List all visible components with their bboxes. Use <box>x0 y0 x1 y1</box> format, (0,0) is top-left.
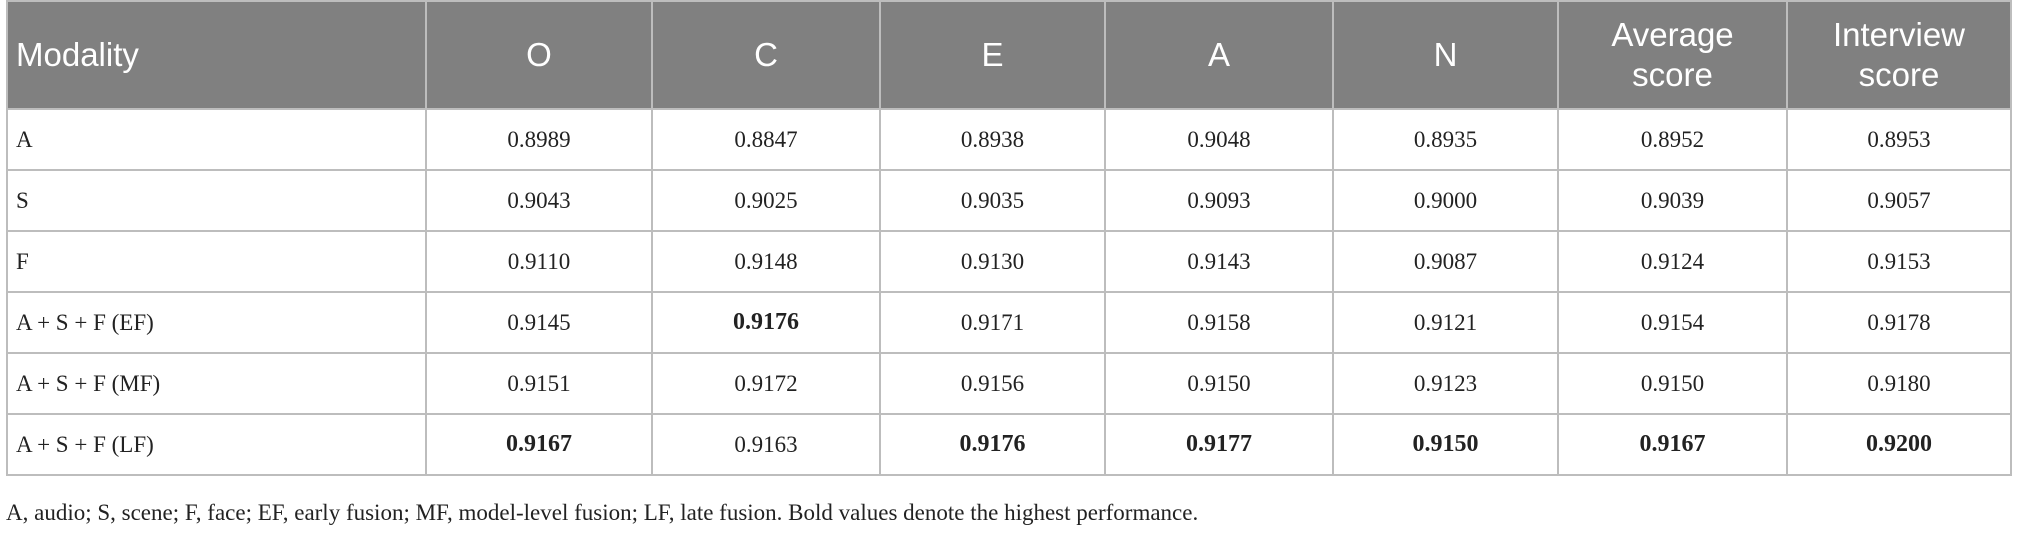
table-cell: 0.8989 <box>425 108 652 170</box>
table-cell: 0.9150 <box>1104 352 1333 414</box>
header-text: C <box>754 36 778 74</box>
table-cell: 0.9087 <box>1332 230 1558 292</box>
table-cell: 0.9148 <box>651 230 880 292</box>
table-cell: 0.9150 <box>1557 352 1787 414</box>
table-cell: 0.8938 <box>879 108 1105 170</box>
header-row: Modality O C E A N Average score Interview scor… <box>7 1 2011 109</box>
header-text: Modality <box>16 36 139 74</box>
table-cell: 0.9167 <box>425 413 652 475</box>
table-cell: 0.9180 <box>1786 352 2011 414</box>
header-cell: Interview score <box>1786 1 2011 109</box>
table-row: A + S + F (MF) 0.9151 0.9172 0.9156 0.9150 0.… <box>7 352 2011 414</box>
table-body: A 0.8989 0.8847 0.8938 0.9048 0.8935 0.8952 0.8… <box>7 108 2011 475</box>
table-cell: 0.9025 <box>651 169 880 231</box>
table-row: S 0.9043 0.9025 0.9035 0.9093 0.9000 0.9039 0.9… <box>7 169 2011 231</box>
table-cell: 0.9153 <box>1786 230 2011 292</box>
header-cell: Modality <box>7 1 426 109</box>
header-cell: O <box>425 1 652 109</box>
table-cell: 0.9130 <box>879 230 1105 292</box>
header-cell: Average score <box>1557 1 1787 109</box>
table-row: F 0.9110 0.9148 0.9130 0.9143 0.9087 0.9124 0.9… <box>7 230 2011 292</box>
table-cell: 0.9167 <box>1557 413 1787 475</box>
table-cell: 0.9177 <box>1104 413 1333 475</box>
table-cell: 0.9154 <box>1557 291 1787 353</box>
table-row: A 0.8989 0.8847 0.8938 0.9048 0.8935 0.8952 0.8… <box>7 108 2011 170</box>
table-cell: 0.8847 <box>651 108 880 170</box>
table-cell: 0.8953 <box>1786 108 2011 170</box>
table-cell: A + S + F (LF) <box>7 413 426 475</box>
table-row: A + S + F (EF) 0.9145 0.9176 0.9171 0.9158 0.… <box>7 291 2011 353</box>
table-cell: 0.9176 <box>879 413 1105 475</box>
table-cell: 0.9121 <box>1332 291 1558 353</box>
header-cell: N <box>1332 1 1558 109</box>
header-text: Interview score <box>1832 16 1966 93</box>
table-cell: A + S + F (EF) <box>7 291 426 353</box>
header-text: N <box>1433 36 1458 74</box>
table-cell: 0.9123 <box>1332 352 1558 414</box>
table-cell: 0.9039 <box>1557 169 1787 231</box>
header-cell: C <box>651 1 880 109</box>
table-cell: 0.9151 <box>425 352 652 414</box>
table-cell: 0.9035 <box>879 169 1105 231</box>
table-cell: 0.9200 <box>1786 413 2011 475</box>
header-text: Average score <box>1611 16 1734 93</box>
results-table: Modality O C E A N Average score Interview scor… <box>6 0 2012 476</box>
table-cell: 0.9110 <box>425 230 652 292</box>
table-cell: A + S + F (MF) <box>7 352 426 414</box>
table-cell: 0.9000 <box>1332 169 1558 231</box>
table-cell: 0.9143 <box>1104 230 1333 292</box>
header-cell: E <box>879 1 1105 109</box>
table-cell: 0.9057 <box>1786 169 2011 231</box>
table-cell: 0.9158 <box>1104 291 1333 353</box>
table-cell: 0.9150 <box>1332 413 1558 475</box>
table-cell: 0.9163 <box>651 413 880 475</box>
table-wrap: Modality O C E A N Average score Interview scor… <box>6 0 2012 476</box>
table-cell: 0.9172 <box>651 352 880 414</box>
header-cell: A <box>1104 1 1333 109</box>
table-cell: 0.8935 <box>1332 108 1558 170</box>
table-cell: S <box>7 169 426 231</box>
table-cell: 0.9124 <box>1557 230 1787 292</box>
header-text: E <box>981 36 1004 74</box>
table-cell: 0.9093 <box>1104 169 1333 231</box>
table-cell: 0.8952 <box>1557 108 1787 170</box>
header-text: O <box>526 36 552 74</box>
table-cell: A <box>7 108 426 170</box>
table-cell: F <box>7 230 426 292</box>
table-cell: 0.9145 <box>425 291 652 353</box>
footnote: A, audio; S, scene; F, face; EF, early f… <box>6 500 1199 525</box>
table-cell: 0.9176 <box>651 291 880 353</box>
header-text: A <box>1207 36 1230 74</box>
table-cell: 0.9048 <box>1104 108 1333 170</box>
table-row: A + S + F (LF) 0.9167 0.9163 0.9176 0.9177 0.… <box>7 413 2011 475</box>
table-cell: 0.9178 <box>1786 291 2011 353</box>
table-cell: 0.9043 <box>425 169 652 231</box>
table-cell: 0.9171 <box>879 291 1105 353</box>
table-cell: 0.9156 <box>879 352 1105 414</box>
